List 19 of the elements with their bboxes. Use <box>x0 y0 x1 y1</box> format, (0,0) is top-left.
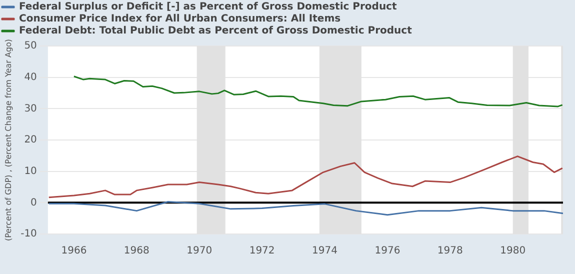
legend-label: Federal Debt: Total Public Debt as Percent of Gross Domestic Product <box>19 26 412 37</box>
y-tick-label: 50 <box>24 40 37 52</box>
x-tick-label: 1974 <box>312 246 338 257</box>
x-tick-label: 1978 <box>437 246 463 257</box>
x-tick-label: 1970 <box>186 246 212 257</box>
legend-label: Federal Surplus or Deficit [-] as Percent of Gross Domestic Product <box>19 2 397 13</box>
y-tick-label: 40 <box>24 72 37 83</box>
x-tick-label: 1966 <box>61 246 87 257</box>
y-tick-label: 10 <box>24 166 37 177</box>
legend-label: Consumer Price Index for All Urban Consumers: All Items <box>19 14 341 25</box>
y-tick-label: 0 <box>30 197 37 208</box>
y-tick-label: 30 <box>24 103 37 114</box>
x-tick-label: 1980 <box>500 246 526 257</box>
x-tick-label: 1968 <box>124 246 150 257</box>
x-tick-label: 1972 <box>249 246 275 257</box>
x-tick-label: 1976 <box>374 246 400 257</box>
y-tick-label: -10 <box>20 228 37 240</box>
y-axis-title: (Percent of GDP) , (Percent Change from Year Ago) <box>4 38 13 242</box>
y-tick-label: 20 <box>24 134 37 146</box>
